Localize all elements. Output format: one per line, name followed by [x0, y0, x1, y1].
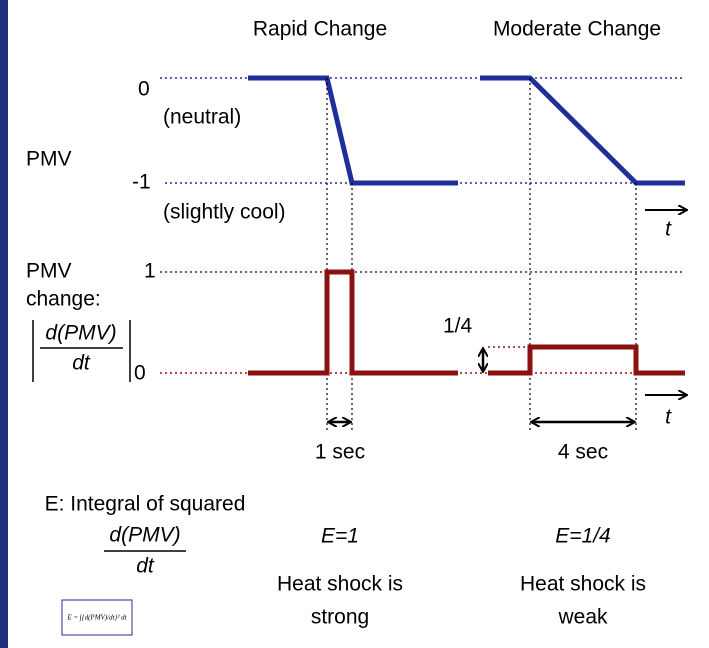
shock-rapid-2: strong [311, 606, 369, 629]
integral-title: E: Integral of squared [45, 493, 246, 516]
formula-box [61, 599, 133, 636]
duration-rapid: 1 sec [315, 441, 365, 464]
pmv-minus-one-note: (slightly cool) [163, 201, 286, 224]
result-moderate: E=1/4 [555, 525, 610, 548]
change-one: 1 [144, 260, 156, 283]
change-moderate-line [488, 344, 685, 376]
pmv-rapid-line [248, 75, 458, 186]
pmv-zero-note: (neutral) [163, 106, 241, 129]
header-rapid: Rapid Change [253, 18, 387, 41]
change-numerator: d(PMV) [45, 322, 116, 345]
change-zero: 0 [134, 362, 146, 385]
side-bar [0, 0, 8, 648]
time-label: t [665, 218, 672, 241]
change-denominator: dt [72, 352, 91, 375]
pmv-guides [160, 77, 685, 184]
shock-moderate-1: Heat shock is [520, 573, 646, 596]
change-rapid-line [248, 269, 458, 376]
header-moderate: Moderate Change [493, 18, 661, 41]
change-label-2: change: [26, 288, 101, 311]
pmv-zero: 0 [138, 78, 150, 101]
integral-numerator: d(PMV) [109, 524, 180, 547]
change-quarter: 1/4 [443, 315, 473, 338]
time-label: t [665, 406, 672, 429]
time-guides [326, 78, 637, 432]
shock-rapid-1: Heat shock is [277, 573, 403, 596]
duration-moderate: 4 sec [558, 441, 608, 464]
result-rapid: E=1 [321, 525, 359, 548]
change-guides [160, 271, 685, 374]
pmv-label: PMV [26, 148, 72, 171]
formula: E = ∫{d(PMV)/dt}² dt [66, 614, 127, 622]
change-label-1: PMV [26, 260, 72, 283]
pmv-minus-one: -1 [132, 171, 151, 194]
shock-moderate-2: weak [557, 606, 608, 629]
integral-denominator: dt [136, 555, 155, 578]
pmv-moderate-line [480, 75, 685, 186]
